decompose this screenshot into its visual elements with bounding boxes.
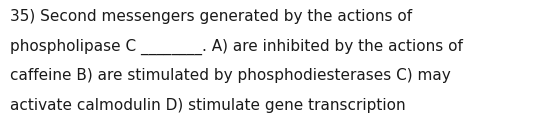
Text: caffeine B) are stimulated by phosphodiesterases C) may: caffeine B) are stimulated by phosphodie…: [10, 68, 451, 83]
Text: phospholipase C ________. A) are inhibited by the actions of: phospholipase C ________. A) are inhibit…: [10, 38, 463, 55]
Text: 35) Second messengers generated by the actions of: 35) Second messengers generated by the a…: [10, 9, 412, 24]
Text: activate calmodulin D) stimulate gene transcription: activate calmodulin D) stimulate gene tr…: [10, 98, 406, 113]
